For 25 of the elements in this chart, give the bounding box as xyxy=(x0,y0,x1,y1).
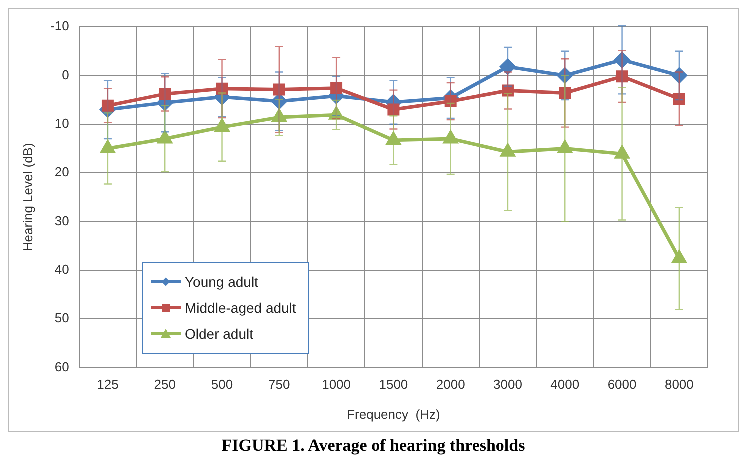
x-tick-label: 3000 xyxy=(494,377,522,392)
legend-label: Middle-aged adult xyxy=(185,300,296,316)
y-tick-label: 20 xyxy=(54,164,70,180)
x-tick-label: 750 xyxy=(268,377,290,392)
y-tick-label: 10 xyxy=(54,116,70,131)
y-tick-label: 60 xyxy=(54,359,70,374)
caption: FIGURE 1. Average of hearing thresholds xyxy=(220,436,526,456)
x-tick-label: 250 xyxy=(154,377,176,392)
x-tick-label: 4000 xyxy=(550,377,580,392)
x-axis-title: Frequency (Hz) xyxy=(347,406,440,422)
legend-label: Young adult xyxy=(185,274,258,290)
x-tick-label: 125 xyxy=(97,377,119,392)
x-tick-label: 8000 xyxy=(664,377,694,392)
y-tick-label: 0 xyxy=(62,67,70,82)
x-tick-label: 500 xyxy=(211,377,234,392)
y-tick-label: 50 xyxy=(54,310,70,326)
x-tick-label: 1500 xyxy=(379,377,408,392)
x-tick-label: 6000 xyxy=(608,377,637,392)
x-tick-label: 2000 xyxy=(436,377,466,392)
legend-label: Older adult xyxy=(185,326,254,342)
y-tick-label: 30 xyxy=(54,213,70,228)
y-tick-label: 40 xyxy=(54,262,70,278)
y-tick-label: -10 xyxy=(50,18,70,34)
x-tick-label: 1000 xyxy=(322,377,352,392)
y-axis-title: Hearing Level (dB) xyxy=(20,143,36,252)
